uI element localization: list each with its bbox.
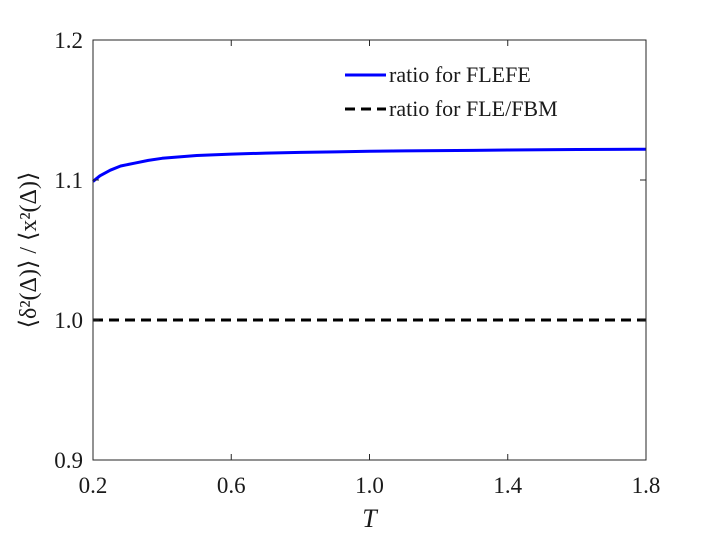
x-axis-label: T bbox=[362, 504, 378, 533]
y-tick-label: 1.2 bbox=[54, 28, 83, 53]
legend-label-fle-fbm: ratio for FLE/FBM bbox=[389, 96, 558, 121]
y-tick-label: 1.1 bbox=[54, 168, 83, 193]
tick-labels: 0.2 0.6 1.0 1.4 1.8 0.9 1.0 1.1 1.2 bbox=[54, 28, 660, 498]
series-line-0 bbox=[92, 147, 647, 183]
legend-label-flefe: ratio for FLEFE bbox=[389, 62, 531, 87]
y-tick-label: 0.9 bbox=[54, 448, 83, 473]
x-tick-label: 1.8 bbox=[632, 473, 661, 498]
series-layer bbox=[92, 147, 647, 322]
x-tick-label: 1.4 bbox=[493, 473, 522, 498]
legend: ratio for FLEFE ratio for FLE/FBM bbox=[345, 62, 558, 121]
plot-area bbox=[93, 40, 646, 460]
ticks-layer bbox=[92, 39, 647, 461]
y-tick-label: 1.0 bbox=[54, 308, 83, 333]
x-tick-label: 1.0 bbox=[355, 473, 384, 498]
x-tick-label: 0.6 bbox=[217, 473, 246, 498]
y-axis-label: ⟨δ²(Δ)⟩ / ⟨x²(Δ)⟩ bbox=[16, 172, 42, 329]
x-tick-label: 0.2 bbox=[79, 473, 108, 498]
